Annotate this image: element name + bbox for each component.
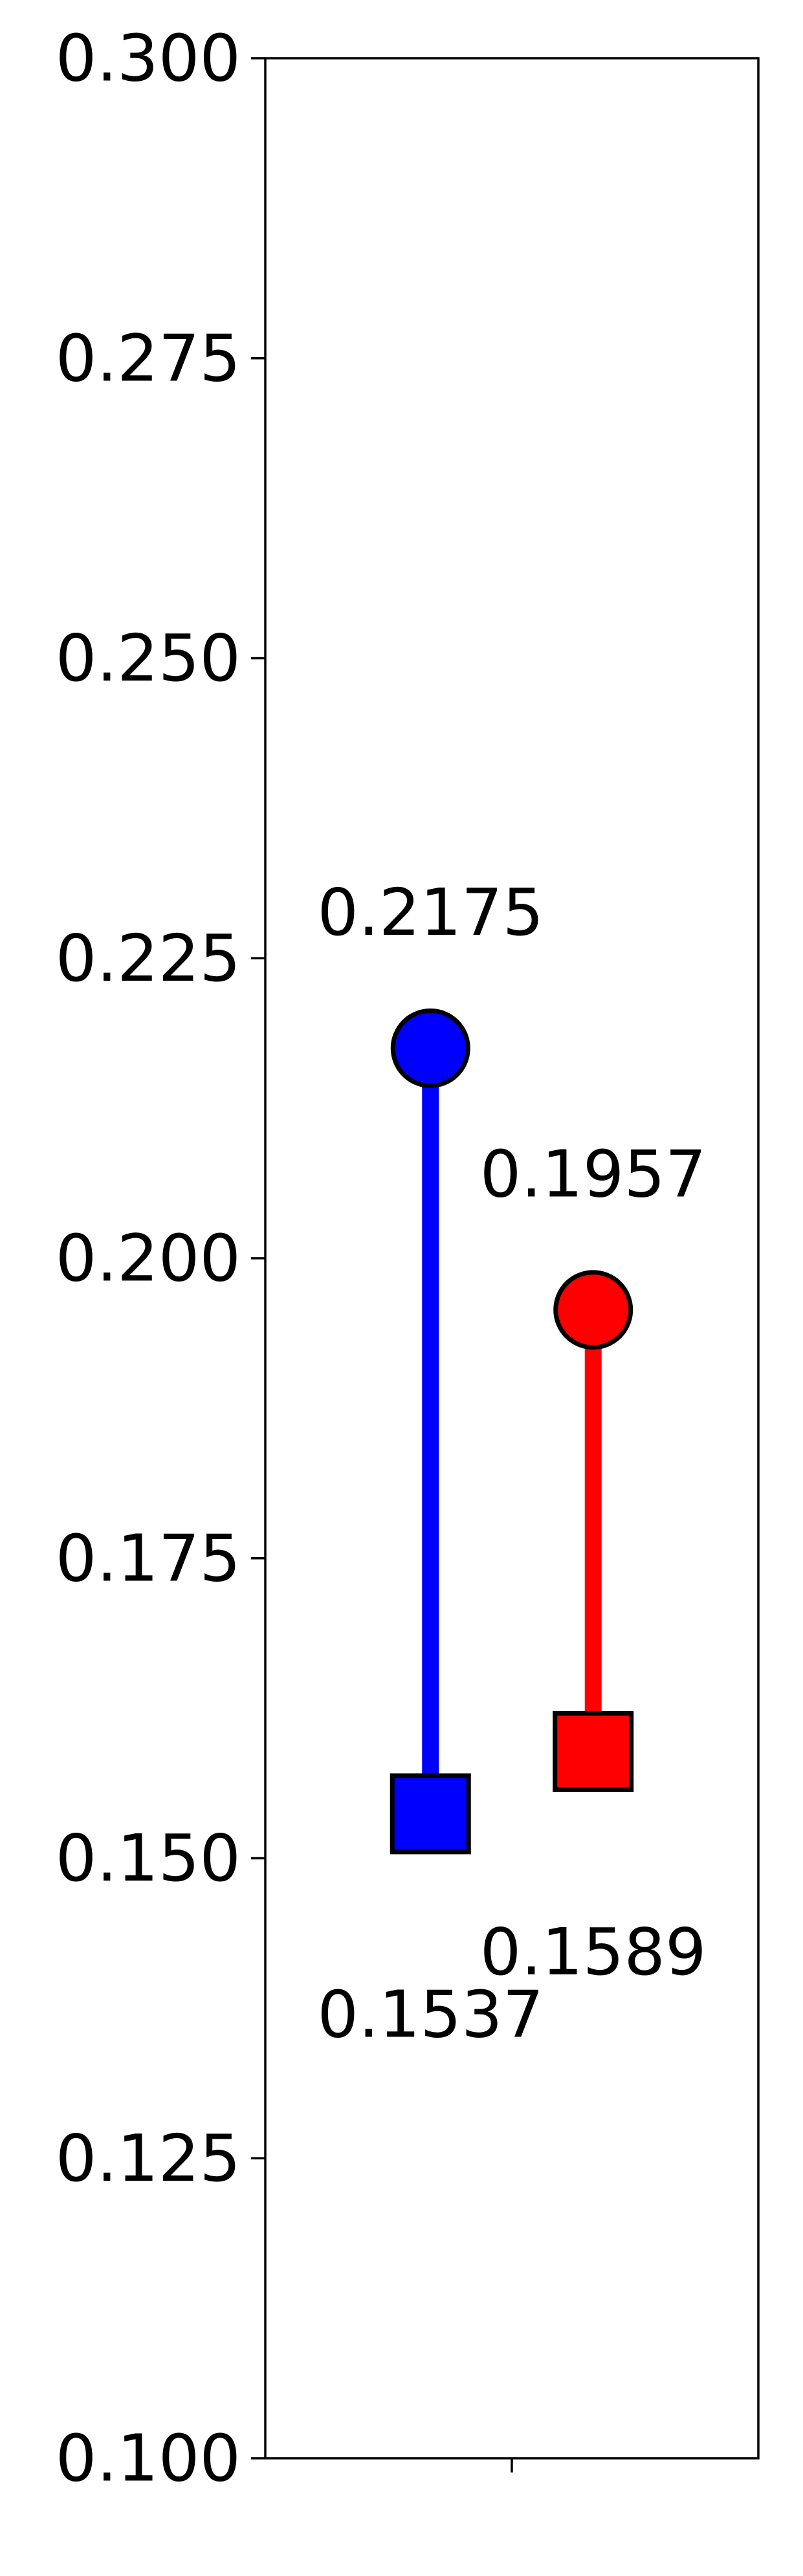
y-tick-label: 0.200 <box>56 1221 241 1296</box>
start-circle-marker <box>553 1270 633 1350</box>
y-tick-label: 0.275 <box>56 320 241 396</box>
y-tick-label: 0.300 <box>56 21 241 96</box>
y-tick-label: 0.100 <box>56 2421 241 2496</box>
start-circle-marker <box>390 1008 470 1088</box>
y-axis: 0.100 0.125 0.150 0.175 0.200 0.225 0.250 0.275… <box>56 21 513 2496</box>
end-value-label: 0.1537 <box>317 1976 544 2052</box>
start-value-label: 0.2175 <box>317 875 544 950</box>
start-value-label: 0.1957 <box>480 1136 707 1212</box>
y-tick-label: 0.175 <box>56 1520 241 1596</box>
plot-marks: 0.2175 0.1537 0.1957 0.1589 <box>317 875 706 2052</box>
plot-frame <box>264 57 760 2460</box>
y-tick-label: 0.225 <box>56 921 241 996</box>
y-tick-label: 0.125 <box>56 2121 241 2196</box>
end-square-marker <box>553 1710 634 1792</box>
y-tick-label: 0.250 <box>56 620 241 696</box>
y-tick-label: 0.150 <box>56 1820 241 1896</box>
end-value-label: 0.1589 <box>480 1914 707 1990</box>
end-square-marker <box>390 1773 471 1855</box>
